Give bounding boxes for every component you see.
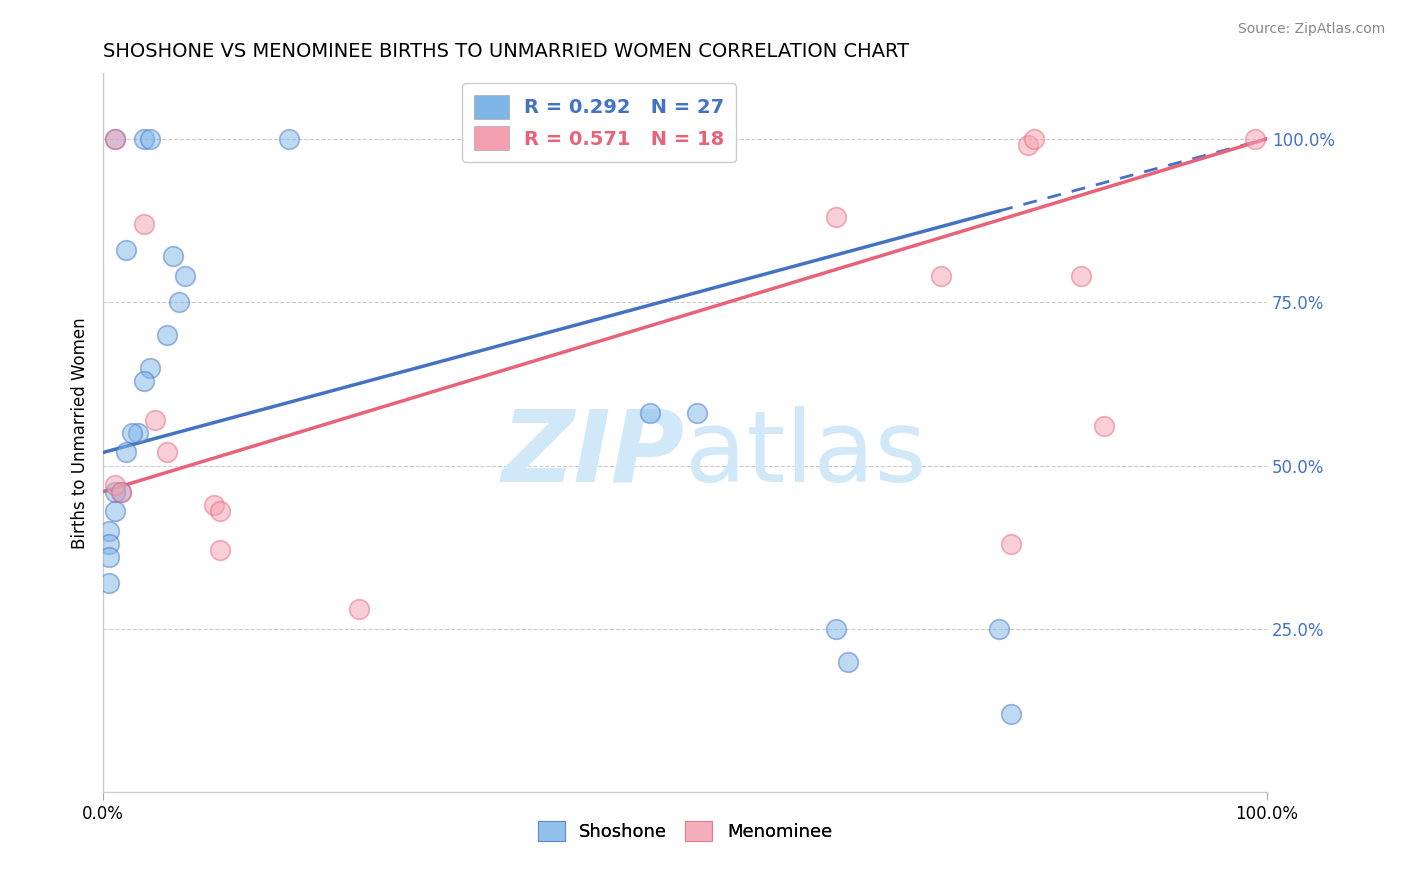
Point [104,132,127,146]
Point [145,413,167,427]
Point [1000,537,1022,551]
Point [1017,138,1039,153]
Point [638,406,661,420]
Point [208,504,231,518]
Point [115,445,138,459]
Point [988,622,1011,636]
Text: atlas: atlas [685,406,927,503]
Point [104,504,127,518]
Point [138,132,160,146]
Point [97,537,120,551]
Point [132,132,155,146]
Point [138,360,160,375]
Point [97,549,120,564]
Point [104,132,127,146]
Point [685,406,707,420]
Point [929,268,952,283]
Point [132,217,155,231]
Point [121,425,143,440]
Point [1070,268,1092,283]
Point [347,602,370,616]
Point [825,210,848,224]
Point [156,327,179,342]
Text: SHOSHONE VS MENOMINEE BIRTHS TO UNMARRIED WOMEN CORRELATION CHART: SHOSHONE VS MENOMINEE BIRTHS TO UNMARRIE… [103,42,910,61]
Y-axis label: Births to Unmarried Women: Births to Unmarried Women [72,317,89,549]
Point [1024,132,1046,146]
Legend: Shoshone, Menominee: Shoshone, Menominee [530,814,839,848]
Point [162,249,184,263]
Point [1092,419,1115,434]
Point [1000,706,1022,721]
Point [1244,132,1267,146]
Point [825,622,848,636]
Point [104,478,127,492]
Point [104,484,127,499]
Point [132,374,155,388]
Text: Source: ZipAtlas.com: Source: ZipAtlas.com [1237,22,1385,37]
Point [173,268,195,283]
Point [208,543,231,558]
Point [278,132,301,146]
Text: ZIP: ZIP [502,406,685,503]
Point [115,243,138,257]
Point [202,498,225,512]
Point [156,445,179,459]
Point [97,524,120,538]
Point [97,576,120,591]
Point [110,484,132,499]
Point [110,484,132,499]
Point [837,655,859,669]
Point [167,295,190,310]
Point [127,425,149,440]
